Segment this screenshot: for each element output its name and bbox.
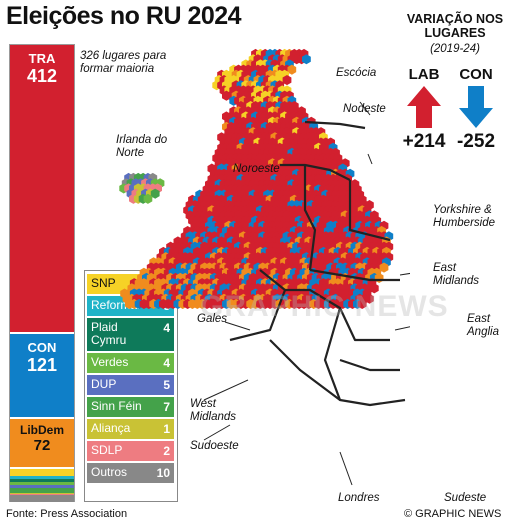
leader-line [224,321,251,331]
region-borders [229,120,406,407]
legend-row: Plaid Cymru 4 [87,318,174,351]
seat-bar-other [10,469,74,476]
region-label-east-anglia: East Anglia [467,313,499,338]
region-label-wales: Gales [197,313,228,325]
constituency-hex [282,75,292,86]
legend-row: Aliança 1 [87,419,174,439]
legend-party-seats: 4 [163,321,170,335]
region-border-line [259,269,390,342]
constituency-hex [379,262,389,273]
legend-party-name: DUP [91,377,117,391]
con-code: CON [459,66,493,83]
seat-bar-other [10,479,74,483]
legend-row: Sinn Féin 7 [87,397,174,417]
constituency-hex-ni [143,193,153,204]
seat-bar-other [10,493,74,496]
seat-bar-tra: TRA 412 [10,45,74,333]
region-border-line [304,120,366,130]
legend-party-name: Aliança [91,421,131,435]
lab-delta: +214 [402,131,446,152]
legend-row: DUP 5 [87,375,174,395]
seat-change-period: (2019-24) [430,43,480,55]
leader-line [359,101,371,116]
region-label-northern-ireland: Irlanda do Norte [116,134,168,159]
constituency-hex [302,54,311,65]
legend-party-name: SNP [91,276,116,290]
seat-bar-label: CON 121 [26,340,58,376]
lab-code: LAB [408,66,440,83]
source-note: Fonte: Press Association [6,508,128,520]
lab-up-arrow-icon [407,86,441,128]
seat-bar-other [10,484,74,489]
credit-note: © GRAPHIC NEWS [404,508,502,520]
seat-change-title: VARIAÇÃO NOS LUGARES [406,12,504,40]
page-title: Eleições no RU 2024 [6,2,242,30]
con-delta: -252 [456,131,496,152]
leader-line [367,153,373,165]
legend-party-seats: 1 [163,422,170,436]
region-label-south-west: Sudoeste [190,440,239,452]
region-border-line [339,358,400,372]
legend-party-name: Outros [91,465,128,479]
legend-party-name: Sinn Féin [91,399,142,413]
seat-bar-con: CON 121 [10,334,74,417]
legend-row: Outros 10 [87,463,174,483]
watermark: GRAPHIC NEWS [200,290,449,323]
seat-bar-other [10,488,74,494]
legend-party-seats: 2 [163,444,170,458]
seat-bar-libdem: LibDem 72 [10,418,74,468]
region-label-west-midlands: West Midlands [190,398,237,423]
legend-row: Verdes 4 [87,353,174,373]
seat-bar-other [10,495,74,503]
leader-line [339,451,353,486]
region-border-line [280,163,351,181]
leader-line [399,272,410,276]
leader-line [203,424,231,441]
region-label-north-west: Noroeste [233,163,280,175]
constituency-hex [287,64,297,75]
region-label-scotland: Escócia [336,67,377,79]
legend-party-name: Verdes [91,355,129,369]
region-label-east-midlands: East Midlands [433,262,480,287]
region-border-line [309,268,400,282]
constituency-hex [365,293,374,304]
legend-party-name: SDLP [91,443,123,457]
legend-party-seats: 4 [163,356,170,370]
seat-bar-other [10,475,74,480]
majority-note: 326 lugares para formar maioria [80,50,167,75]
leader-line [203,379,249,401]
seat-bar: TRA 412 CON 121 LibDem 72 [9,44,75,503]
constituency-hexes [119,48,394,309]
region-label-london: Londres [338,492,380,504]
seat-bar-label: LibDem 72 [19,422,64,454]
label-leader-lines [203,101,410,486]
hex-map [119,48,410,486]
leader-line [394,326,410,331]
con-down-arrow-icon [459,86,493,128]
constituency-hex [357,298,367,309]
legend-party-name: Plaid Cymru [91,320,127,347]
constituency-hex [369,283,379,294]
region-border-line [229,289,287,342]
seat-change-arrows [407,86,493,128]
legend-party-seats: 10 [156,466,170,480]
seat-bar-other [10,493,74,494]
seat-bar-label: TRA 412 [26,51,58,86]
region-label-yorkshire: Yorkshire & Humberside [433,204,495,229]
seat-bar-other [10,482,74,485]
legend-party-seats: 5 [163,378,170,392]
region-label-north-east: Nodeste [343,103,386,115]
legend-party-seats: 7 [163,400,170,414]
region-border-line [303,165,317,271]
legend-row: SDLP 2 [87,441,174,461]
region-border-line [269,339,341,401]
region-label-south-east: Sudeste [444,492,487,504]
region-border-line [348,180,391,242]
constituency-hex-ni [150,188,160,199]
